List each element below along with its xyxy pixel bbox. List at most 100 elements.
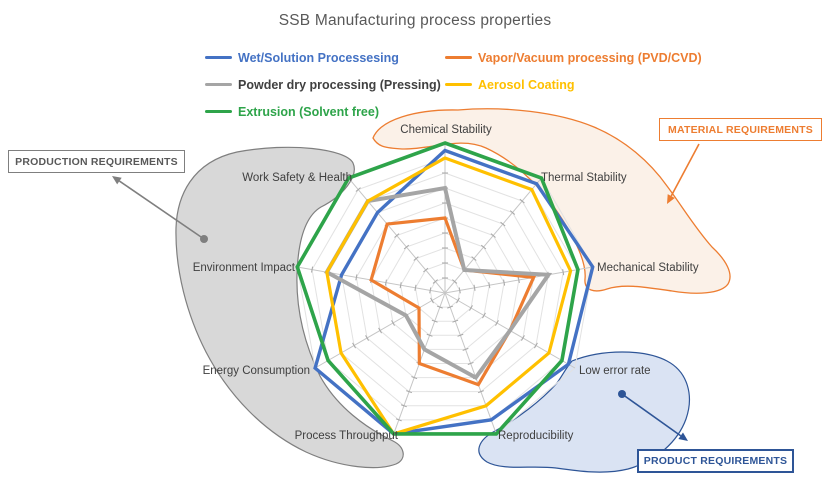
production-requirements-box: PRODUCTION REQUIREMENTS bbox=[8, 150, 185, 173]
legend-column-2: Vapor/Vacuum processing (PVD/CVD) Aeroso… bbox=[445, 44, 702, 98]
grid-ring bbox=[414, 262, 476, 322]
axis-tick bbox=[562, 269, 565, 276]
legend-column-1: Wet/Solution Processesing Powder dry pro… bbox=[205, 44, 441, 125]
axis-tick bbox=[378, 327, 382, 334]
axis-tick bbox=[447, 305, 454, 309]
chart-title: SSB Manufacturing process properties bbox=[278, 12, 552, 29]
axis-label-environment-impact: Environment Impact bbox=[192, 262, 295, 274]
series-polygon-2 bbox=[369, 216, 536, 387]
axis-tick bbox=[413, 256, 419, 261]
axis-tick bbox=[414, 284, 417, 291]
product-requirements-region bbox=[478, 351, 690, 473]
axis-tick bbox=[436, 305, 443, 309]
axis-tick bbox=[384, 279, 387, 286]
axis-tick bbox=[406, 390, 413, 394]
axis-tick bbox=[488, 282, 491, 289]
axis-tick bbox=[500, 221, 506, 227]
legend-item-extrusion: Extrusion (Solvent free) bbox=[205, 98, 441, 125]
axis-tick bbox=[509, 210, 516, 215]
series-line-swatch bbox=[205, 82, 232, 87]
legend-label: Vapor/Vacuum processing (PVD/CVD) bbox=[478, 50, 702, 65]
series-line-swatch bbox=[445, 82, 472, 87]
series-polygon-4 bbox=[325, 156, 573, 436]
axis-label-low-error-rate: Low error rate bbox=[579, 365, 651, 377]
material-requirements-box: MATERIAL REQUIREMENTS bbox=[659, 118, 822, 141]
series-line-swatch bbox=[205, 109, 232, 114]
axis-tick bbox=[432, 279, 438, 284]
legend-item-vapor-vacuum: Vapor/Vacuum processing (PVD/CVD) bbox=[445, 44, 702, 71]
axis-tick bbox=[467, 361, 474, 365]
axis-label-chemical-stability: Chemical Stability bbox=[400, 124, 492, 136]
series-polygon-1 bbox=[313, 148, 595, 436]
axis-tick bbox=[503, 279, 506, 286]
axis-tick bbox=[462, 347, 469, 351]
series-line-swatch bbox=[445, 55, 472, 60]
axis-tick bbox=[519, 198, 525, 204]
axis-tick bbox=[452, 279, 458, 284]
axis-tick bbox=[430, 297, 434, 304]
grid-ring bbox=[370, 217, 520, 364]
axis-tick bbox=[365, 335, 369, 341]
axis-tick bbox=[456, 297, 460, 304]
axis-tick bbox=[399, 282, 402, 289]
legend-item-powder-dry: Powder dry processing (Pressing) bbox=[205, 71, 441, 98]
material-arrow-line bbox=[670, 143, 700, 197]
legend-label: Powder dry processing (Pressing) bbox=[238, 77, 441, 92]
axis-tick bbox=[426, 333, 433, 337]
axis-tick bbox=[355, 187, 361, 192]
axis-tick bbox=[457, 333, 464, 337]
axis-tick bbox=[477, 390, 484, 394]
material-requirements-label: MATERIAL REQUIREMENTS bbox=[668, 123, 813, 136]
axis-label-energy-consumption: Energy Consumption bbox=[202, 365, 310, 377]
production-arrow-origin-dot bbox=[200, 235, 208, 243]
axis-tick bbox=[400, 404, 407, 408]
material-arrow-arrowhead bbox=[667, 194, 675, 204]
production-arrow-line bbox=[118, 180, 205, 240]
axis-tick bbox=[431, 319, 438, 323]
axis-label-process-throughput: Process Throughput bbox=[294, 430, 398, 442]
axis-tick bbox=[480, 244, 487, 250]
axis-tick bbox=[473, 284, 476, 291]
axis-tick bbox=[352, 342, 357, 349]
legend-item-wet-solution: Wet/Solution Processesing bbox=[205, 44, 441, 71]
axis-tick bbox=[429, 287, 432, 294]
legend-label: Aerosol Coating bbox=[478, 77, 575, 92]
axis-tick bbox=[355, 274, 358, 281]
axis-tick bbox=[391, 320, 395, 326]
legend-item-aerosol: Aerosol Coating bbox=[445, 71, 702, 98]
axis-tick bbox=[517, 276, 520, 284]
axis-tick bbox=[490, 233, 496, 238]
axis-tick bbox=[533, 342, 538, 349]
axis-tick bbox=[471, 256, 477, 261]
axis-tick bbox=[452, 319, 459, 323]
product-arrow-origin-dot bbox=[618, 390, 626, 398]
axis-tick bbox=[469, 305, 473, 311]
grid-ring bbox=[385, 232, 505, 350]
legend-label: Wet/Solution Processesing bbox=[238, 50, 399, 65]
grid-ring bbox=[355, 202, 535, 379]
product-arrow-arrowhead bbox=[678, 432, 688, 441]
axis-tick bbox=[423, 267, 429, 273]
axis-tick bbox=[394, 233, 400, 238]
series-polygon-5 bbox=[295, 141, 580, 436]
axis-tick bbox=[521, 335, 525, 341]
axis-tick bbox=[395, 418, 402, 422]
product-requirements-box: PRODUCT REQUIREMENTS bbox=[637, 449, 794, 473]
legend-label: Extrusion (Solvent free) bbox=[238, 104, 379, 119]
product-requirements-label: PRODUCT REQUIREMENTS bbox=[643, 455, 788, 467]
production-requirements-region bbox=[175, 146, 404, 469]
axis-label-reproducibility: Reproducibility bbox=[498, 430, 574, 442]
axis-tick bbox=[482, 312, 486, 319]
axis-label-thermal-stability: Thermal Stability bbox=[541, 172, 627, 184]
axis-tick bbox=[311, 266, 314, 273]
axis-tick bbox=[458, 287, 461, 294]
axis-tick bbox=[411, 376, 418, 380]
production-arrow-arrowhead bbox=[112, 176, 122, 185]
axis-label-mechanical-stability: Mechanical Stability bbox=[597, 262, 699, 274]
axis-label-work-safety-health: Work Safety & Health bbox=[242, 172, 352, 184]
axis-tick bbox=[495, 320, 499, 326]
axis-tick bbox=[403, 244, 410, 250]
series-line-swatch bbox=[205, 55, 232, 60]
